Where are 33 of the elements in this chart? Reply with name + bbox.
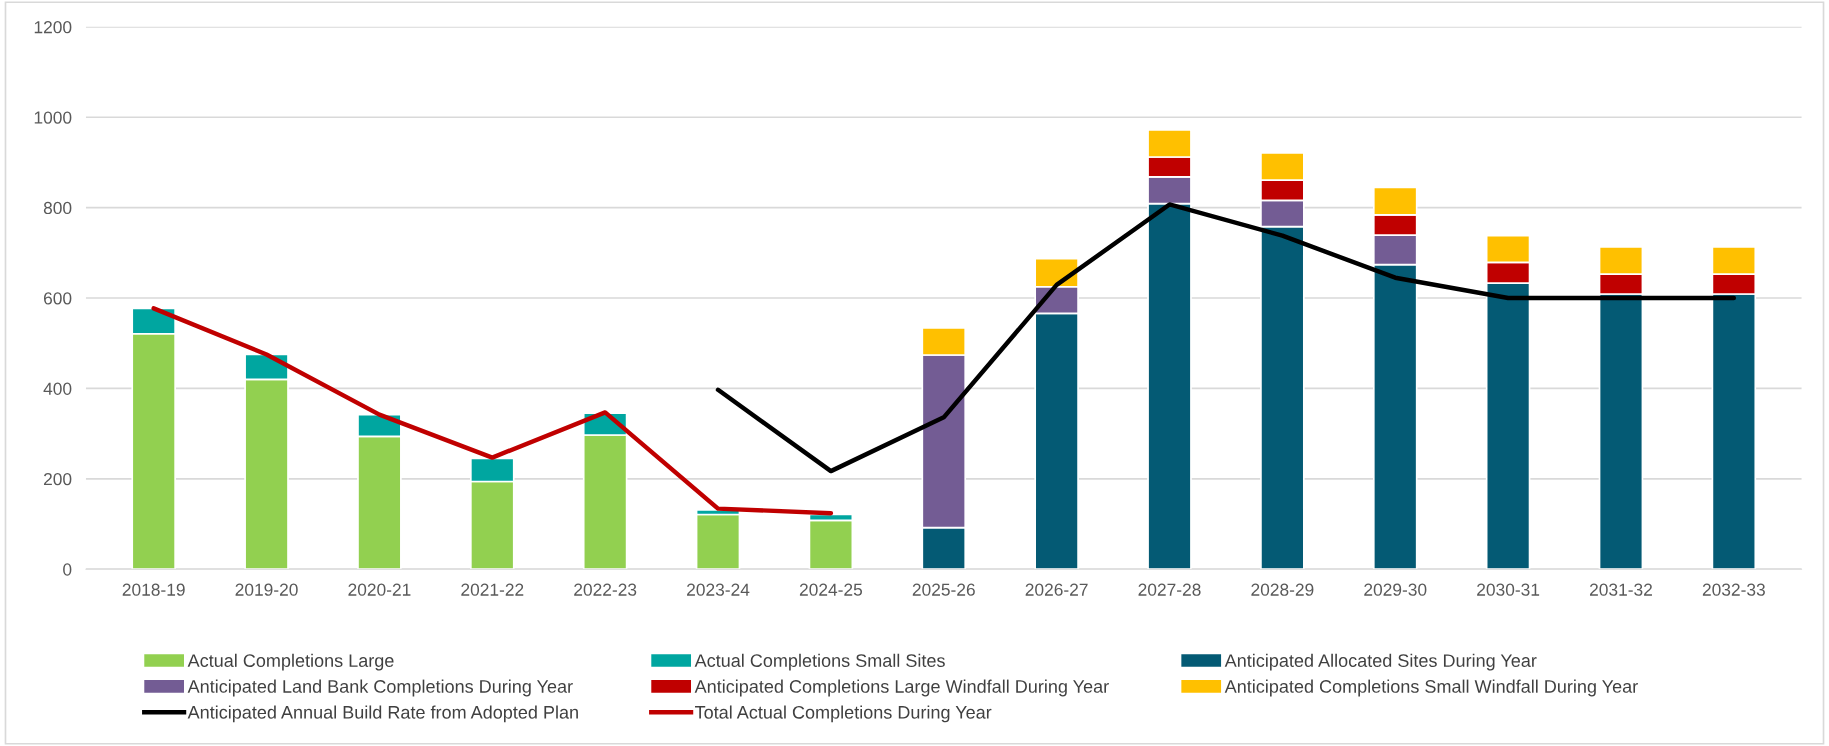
legend-label: Actual Completions Large [187,653,394,671]
x-tick-label: 2028-29 [1251,583,1314,596]
y-tick-label: 1200 [34,21,72,34]
y-tick-label: 1000 [34,111,72,124]
x-tick-label: 2024-25 [799,583,863,596]
x-tick-label: 2029-30 [1364,583,1427,596]
bar [695,513,741,570]
x-tick-label: 2031-32 [1590,583,1652,596]
x-tick-label: 2027-28 [1138,583,1201,596]
legend-label: Anticipated Annual Build Rate from Adopted Plan [187,705,578,723]
x-tick-label: 2019-20 [235,583,298,596]
x-tick-label: 2025-26 [912,583,975,596]
x-tick-label: 2032-33 [1702,583,1765,596]
y-tick-label: 400 [43,382,72,395]
y-tick-label: 600 [43,292,72,305]
y-tick-label: 200 [43,472,72,486]
legend-label: Anticipated Land Bank Completions During Year [187,679,573,697]
x-tick-label: 2022-23 [574,583,637,596]
y-tick-label: 800 [43,201,72,215]
legend-label: Anticipated Completions Small Windfall During Year [1224,679,1638,697]
legend-label: Total Actual Completions During Year [695,705,992,723]
legend-label: Anticipated Allocated Sites During Year [1224,653,1537,671]
x-tick-label: 2018-19 [122,583,185,596]
legend-label: Actual Completions Small Sites [694,653,945,671]
x-tick-label: 2030-31 [1477,583,1540,596]
line-series [151,306,834,516]
x-tick-label: 2020-21 [348,583,411,596]
x-tick-label: 2026-27 [1025,583,1088,596]
x-tick-label: 2023-24 [687,583,750,596]
x-tick-label: 2021-22 [461,583,524,596]
legend-label: Anticipated Completions Large Windfall During Year [694,679,1109,697]
line-series [715,202,1737,474]
y-tick-label: 0 [63,563,72,576]
